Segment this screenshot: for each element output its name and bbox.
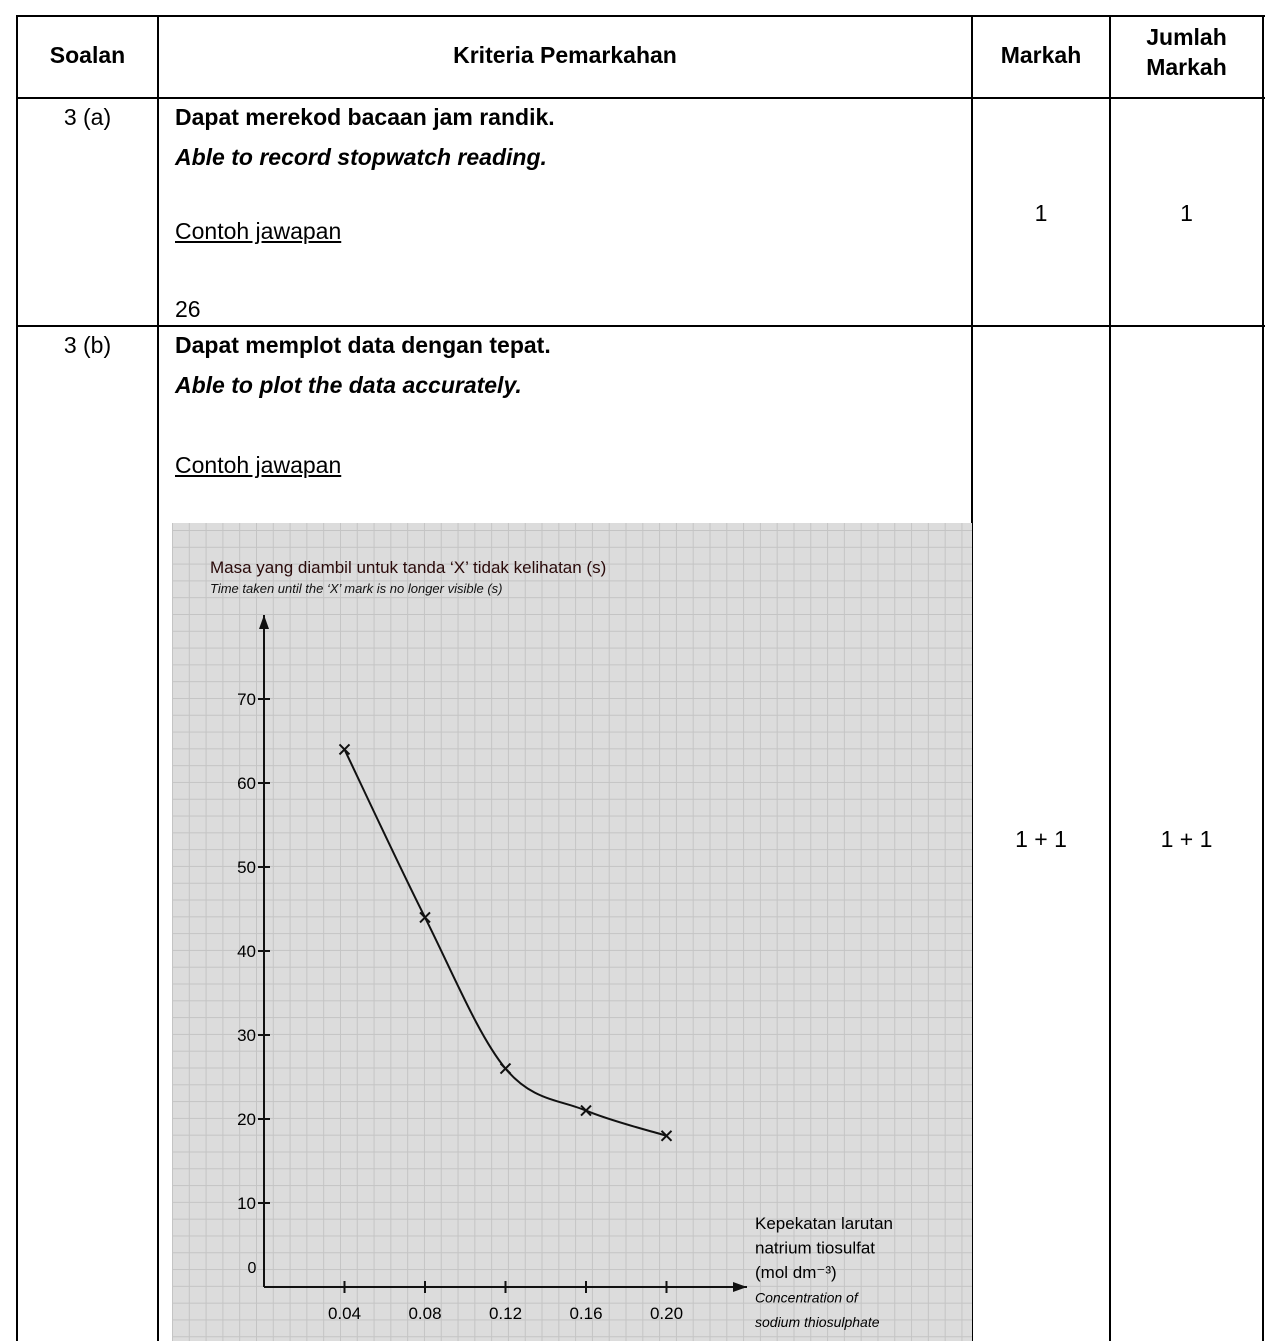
y-tick-label: 30 <box>237 1026 256 1045</box>
x-tick-label: 0.16 <box>569 1304 602 1323</box>
y-tick-label: 40 <box>237 942 256 961</box>
marks: 1 + 1 <box>973 826 1109 853</box>
y-arrow <box>259 615 269 629</box>
y-tick-label: 50 <box>237 858 256 877</box>
rule <box>16 15 1265 17</box>
x-tick-label: 0.08 <box>408 1304 441 1323</box>
total: 1 <box>1111 200 1262 227</box>
answer: 26 <box>175 296 201 323</box>
header-cell: Kriteria Pemarkahan <box>159 42 971 69</box>
y-axis-title: Masa yang diambil untuk tanda ‘X’ tidak … <box>210 558 606 577</box>
rule <box>157 15 159 1341</box>
y-tick-label: 60 <box>237 774 256 793</box>
point <box>420 912 430 922</box>
example-label: Contoh jawapan <box>175 452 341 479</box>
criteria: Dapat memplot data dengan tepat. <box>175 332 551 359</box>
marks: 1 <box>973 200 1109 227</box>
y-tick-label: 10 <box>237 1194 256 1213</box>
total: 1 + 1 <box>1111 826 1262 853</box>
question: 3 (b) <box>18 332 157 359</box>
header-cell: Soalan <box>18 42 157 69</box>
x-tick-label: 0.04 <box>328 1304 361 1323</box>
x-tick-label: 0.12 <box>489 1304 522 1323</box>
curve <box>345 749 667 1135</box>
rule <box>16 325 1265 327</box>
x-axis-title: Kepekatan larutan <box>755 1214 893 1233</box>
x-axis-title: (mol dm⁻³) <box>755 1263 837 1282</box>
page: Soalan Kriteria Pemarkahan Markah Jumlah… <box>0 0 1265 1341</box>
rule <box>16 97 1265 99</box>
x-axis-title: sodium thiosulphate <box>755 1314 880 1330</box>
y-tick-label: 70 <box>237 690 256 709</box>
rule <box>16 15 18 1341</box>
header-cell: Markah <box>973 42 1109 69</box>
x-axis-title: natrium tiosulfat <box>755 1239 875 1258</box>
question: 3 (a) <box>18 104 157 131</box>
y-tick-label: 20 <box>237 1110 256 1129</box>
y-tick-label: 0 <box>248 1260 257 1277</box>
example-label: Contoh jawapan <box>175 218 341 245</box>
y-axis-subtitle: Time taken until the ‘X’ mark is no long… <box>210 581 503 596</box>
x-arrow <box>733 1282 747 1292</box>
rule <box>1262 15 1264 1341</box>
criteria: Able to plot the data accurately. <box>175 372 522 399</box>
criteria: Dapat merekod bacaan jam randik. <box>175 104 555 131</box>
chart: Masa yang diambil untuk tanda ‘X’ tidak … <box>172 523 972 1341</box>
x-axis-title: Concentration of <box>755 1290 860 1306</box>
criteria: Able to record stopwatch reading. <box>175 144 547 171</box>
point <box>501 1064 511 1074</box>
point <box>581 1106 591 1116</box>
point <box>340 744 350 754</box>
point <box>662 1131 672 1141</box>
x-tick-label: 0.20 <box>650 1304 683 1323</box>
header-cell: Jumlah Markah <box>1111 22 1262 82</box>
